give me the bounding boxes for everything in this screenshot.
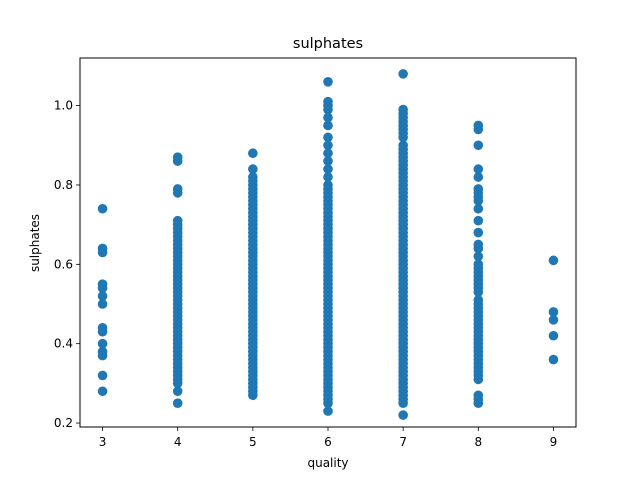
data-point — [473, 203, 484, 214]
data-point — [97, 323, 108, 333]
data-point — [323, 120, 333, 131]
x-tick-label: 9 — [550, 435, 558, 449]
data-point — [548, 330, 559, 341]
data-point — [248, 148, 258, 159]
data-point — [97, 370, 108, 381]
data-point — [398, 410, 408, 420]
y-axis-ticks: 0.2 0.4 0.6 0.8 1.0 — [54, 99, 80, 430]
data-point — [323, 164, 333, 174]
data-point — [323, 180, 333, 190]
data-point — [548, 255, 559, 266]
data-point — [323, 77, 333, 87]
data-point — [323, 148, 333, 159]
data-point — [473, 239, 484, 250]
data-point — [323, 132, 333, 143]
data-point — [323, 112, 333, 123]
data-point — [323, 172, 333, 182]
data-point — [172, 386, 183, 397]
data-point — [172, 152, 183, 162]
data-point — [323, 156, 333, 166]
data-point — [97, 243, 108, 254]
data-point — [97, 346, 108, 357]
data-point — [97, 338, 108, 349]
data-point — [473, 215, 484, 226]
y-tick-label: 0.2 — [54, 416, 73, 430]
data-point — [323, 406, 333, 416]
data-point — [473, 227, 484, 238]
data-point — [97, 386, 108, 397]
x-tick-label: 8 — [474, 435, 482, 449]
data-point — [398, 140, 408, 151]
data-point — [473, 164, 484, 174]
x-tick-label: 6 — [324, 435, 332, 449]
data-point — [473, 390, 484, 401]
data-point — [548, 307, 559, 317]
data-point — [323, 96, 333, 107]
data-points — [97, 69, 559, 420]
y-tick-label: 0.6 — [54, 257, 73, 271]
data-point — [473, 120, 484, 131]
x-tick-label: 5 — [249, 435, 257, 449]
data-point — [97, 291, 108, 301]
data-point — [548, 315, 559, 325]
x-axis-ticks: 3 4 5 6 7 8 9 — [99, 427, 558, 449]
data-point — [398, 104, 408, 115]
data-point — [548, 354, 559, 365]
x-tick-label: 3 — [99, 435, 107, 449]
x-tick-label: 7 — [399, 435, 407, 449]
data-point — [172, 398, 183, 408]
y-tick-label: 1.0 — [54, 99, 73, 113]
data-point — [172, 215, 183, 226]
data-point — [398, 69, 408, 79]
data-point — [473, 140, 484, 151]
data-point — [248, 172, 258, 182]
data-point — [97, 203, 108, 214]
data-point — [473, 172, 484, 182]
data-point — [323, 140, 333, 151]
y-axis-label: sulphates — [28, 214, 42, 272]
y-tick-label: 0.8 — [54, 178, 73, 192]
data-point — [97, 299, 108, 309]
data-point — [248, 164, 258, 174]
data-point — [172, 184, 183, 194]
data-point — [97, 279, 108, 289]
y-tick-label: 0.4 — [54, 337, 73, 351]
chart-title: sulphates — [293, 36, 363, 52]
data-point — [473, 184, 484, 194]
x-axis-label: quality — [307, 456, 348, 470]
data-point — [473, 295, 484, 305]
data-point — [473, 259, 484, 270]
data-point — [473, 251, 484, 262]
x-tick-label: 4 — [174, 435, 182, 449]
